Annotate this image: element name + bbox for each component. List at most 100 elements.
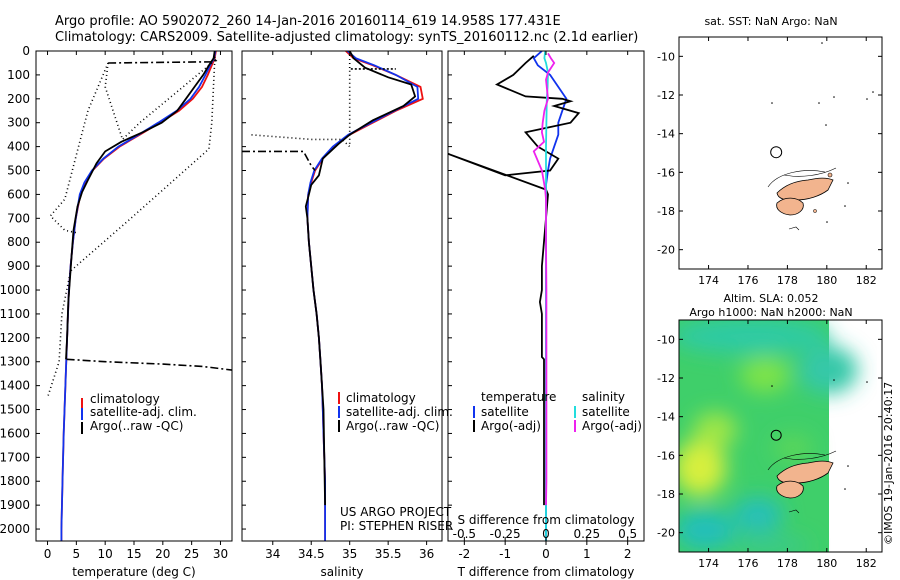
sla-blob-mid (740, 357, 790, 393)
sla-blob-west-yellow (679, 440, 726, 496)
sst-map-ticks: 174 176 178 180 182 -10 -12 -14 -16 -18 -20 (657, 37, 882, 287)
temperature-legend: climatology satellite-adj. clim. Argo(..… (81, 392, 197, 434)
y-tick-label: 800 (7, 235, 30, 249)
y-tick-label: 1800 (0, 474, 30, 488)
series-t-argo-adj (448, 55, 581, 506)
x-tick-label: -1 (499, 547, 511, 561)
x-tick-label: 34 (265, 547, 280, 561)
sst-map-frame (678, 36, 883, 270)
lat-tick-label: -20 (657, 527, 675, 540)
lat-tick-label: -14 (657, 411, 675, 424)
sla-heatmap (679, 320, 868, 552)
y-tick-label: 1200 (0, 331, 30, 345)
series-qc-dashdot (242, 150, 316, 172)
s-tick-label: -0.5 (453, 527, 476, 541)
x-tick-label: 5 (73, 547, 81, 561)
title-line-2: Climatology: CARS2009. Satellite-adjuste… (55, 30, 638, 45)
legend-satellite-label: satellite-adj. clim. (90, 405, 197, 419)
y-tick-label: 100 (7, 68, 30, 82)
lon-tick-label: 176 (737, 557, 758, 570)
land-islet (813, 209, 817, 213)
sla-blob-west-green (693, 412, 737, 448)
salinity-legend: climatology satellite-adj. clim. Argo(..… (338, 391, 453, 433)
islet-dot (866, 98, 868, 100)
land-taveuni (827, 172, 833, 178)
temperature-axes-frame (35, 50, 233, 542)
lat-tick-label: -18 (657, 488, 675, 501)
x-tick-label: 35.5 (375, 547, 402, 561)
difference-panel: -2 -1 0 1 2 -0.5 -0.25 0 0.25 0.5 S difference fr… (447, 50, 645, 579)
y-tick-label: 400 (7, 140, 30, 154)
lon-tick-label: 174 (698, 557, 719, 570)
lat-tick-label: -10 (657, 333, 675, 346)
y-tick-label: 500 (7, 164, 30, 178)
imos-credit: ©IMOS 19-Jan-2016 20:40:17 (882, 382, 895, 545)
islet-dot (847, 182, 849, 184)
sla-map-ticks: 174 176 178 180 182 -10 -12 -14 -16 -18 -20 (657, 320, 882, 570)
x-tick-label: 15 (126, 547, 141, 561)
x-tick-label: 36 (419, 547, 434, 561)
sla-blob-south (733, 497, 783, 533)
temperature-panel: 0100200300400500600700800900100011001200… (0, 44, 452, 579)
sla-blob-east (773, 434, 813, 462)
sla-map-panel: Altim. SLA: 0.052 Argo h1000: NaN h2000:… (657, 292, 883, 570)
reef-outline (767, 167, 837, 188)
s-tick-label: 0 (542, 527, 550, 541)
x-tick-label: 34.5 (298, 547, 325, 561)
series-qc-dashdot-deep (66, 358, 232, 371)
land-vanua-levu (776, 177, 834, 201)
legend-satellite-label: satellite-adj. clim. (346, 405, 453, 419)
legend-climatology-label: climatology (346, 391, 416, 405)
lat-tick-label: -16 (657, 166, 675, 179)
y-tick-label: 1400 (0, 379, 30, 393)
legend-climatology-label: climatology (90, 392, 160, 406)
lat-tick-label: -20 (657, 244, 675, 257)
lon-tick-label: 178 (777, 274, 798, 287)
islet-dot (771, 102, 773, 104)
y-tick-label: 1300 (0, 355, 30, 369)
s-tick-label: 0.5 (618, 527, 637, 541)
lon-tick-label: 180 (816, 557, 837, 570)
series-argo-raw-qc (304, 51, 417, 506)
sla-blob-sw (679, 510, 735, 550)
salinity-axes-frame (241, 50, 443, 542)
y-tick-label: 900 (7, 259, 30, 273)
islet-dot (833, 96, 835, 98)
legend-argo-label: Argo(..raw -QC) (346, 419, 439, 433)
land-viti-levu (776, 480, 804, 499)
x-tick-label: 0 (44, 547, 52, 561)
salinity-xlabel: salinity (320, 565, 363, 579)
y-tick-label: 1600 (0, 426, 30, 440)
series-satellite-adj-clim (60, 51, 217, 541)
land-kadavu (788, 226, 800, 231)
y-tick-label: 0 (22, 44, 30, 58)
x-tick-label: 2 (624, 547, 632, 561)
x-tick-label: 0 (542, 547, 550, 561)
sla-blob-ne (798, 346, 858, 394)
temperature-y-ticks: 0 100 200 300 400 500 600 700 800 900 1000 1100 1200… (0, 44, 452, 536)
islet-dot (821, 42, 823, 44)
x-tick-label: 25 (184, 547, 199, 561)
sst-map-land (767, 42, 874, 231)
x-tick-label: 30 (213, 547, 228, 561)
lat-tick-label: -10 (657, 50, 675, 63)
lat-tick-label: -12 (657, 89, 675, 102)
lat-tick-label: -12 (657, 372, 675, 385)
x-tick-label: 10 (98, 547, 113, 561)
islet-dot (825, 124, 827, 126)
legend-t-argo-label: Argo(-adj) (481, 419, 541, 433)
sst-map-panel: sat. SST: NaN Argo: NaN 174 176 178 180 182 -… (657, 15, 883, 287)
islet-dot (818, 102, 820, 104)
legend-s-satellite-label: satellite (582, 405, 630, 419)
series-qc-dotted (249, 51, 396, 149)
series-s-argo-adj (532, 52, 556, 506)
lat-tick-label: -18 (657, 205, 675, 218)
y-tick-label: 700 (7, 211, 30, 225)
difference-lines (448, 51, 581, 541)
x-tick-label: 20 (155, 547, 170, 561)
sla-blob-north (679, 320, 830, 354)
y-tick-label: 1900 (0, 498, 30, 512)
legend-salinity-heading: salinity (582, 390, 625, 404)
legend-argo-label: Argo(..raw -QC) (90, 419, 183, 433)
s-tick-label: -0.25 (490, 527, 521, 541)
